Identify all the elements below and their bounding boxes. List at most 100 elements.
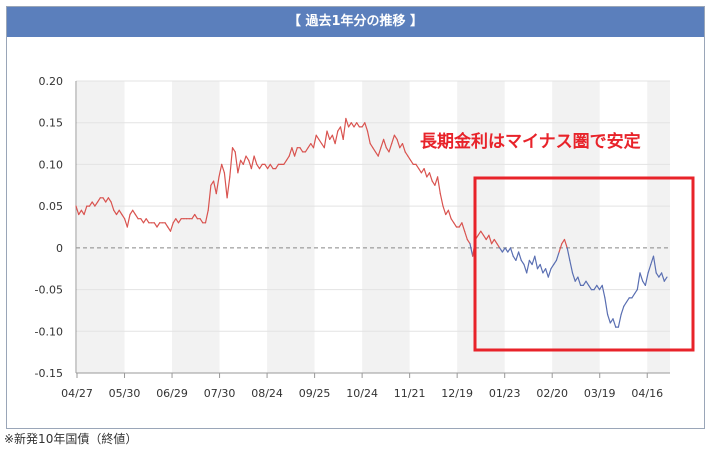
line-segment [256,163,261,170]
y-tick-label: 0.10 [39,158,64,171]
footnote: ※新発10年国債（終値） [4,432,138,446]
line-segment [204,209,209,224]
data-lines [75,117,668,328]
line-segment [399,143,404,149]
line-segment [315,134,320,140]
line-segment [123,218,128,228]
line-segment [393,134,398,140]
line-segment [231,147,236,153]
line-segment [96,197,101,203]
line-segment [415,163,420,170]
x-tick-label: 03/19 [584,387,616,400]
line-segment [612,318,617,328]
line-segment [434,176,439,186]
line-segment [80,209,85,216]
alternating-bands [77,81,670,373]
line-segment [140,218,145,224]
line-segment [331,134,336,145]
line-segment [294,147,298,157]
line-segment [364,122,369,132]
line-segment [369,143,374,149]
line-segment [118,209,123,216]
plot-band [172,81,220,373]
line-segment [102,197,107,203]
line-segment [361,122,366,128]
line-segment [342,117,347,140]
line-segment [517,251,522,261]
line-segment [353,122,358,128]
plot-band [647,81,670,373]
line-segment [250,155,255,170]
line-segment [606,314,611,324]
line-segment [199,218,204,224]
line-segment [426,172,431,178]
x-tick-label: 07/30 [204,387,236,400]
line-segment [164,222,169,228]
line-segment [536,263,541,270]
x-tick-label: 08/24 [251,387,283,400]
line-segment [604,297,609,316]
x-tick-labels: 04/27 05/30 06/29 07/30 08/24 09/25 10/24 11/21… [61,373,663,400]
plot-band [362,81,410,373]
line-segment [539,263,544,274]
line-segment [269,163,274,170]
line-segment [372,147,377,153]
line-segment [94,201,99,207]
line-segment [323,130,328,149]
axes [75,81,670,374]
line-segment [334,130,339,145]
line-segment [428,172,433,182]
line-segment [156,222,161,228]
x-tick-label: 09/25 [299,387,331,400]
line-segment [129,209,134,216]
line-segment [258,163,263,170]
line-segment [439,193,444,207]
line-segment [177,218,182,224]
line-segment [142,218,147,224]
line-segment [469,243,474,257]
line-segment [526,259,531,274]
y-tick-labels: 0.20 0.15 0.10 0.05 0 -0.05 -0.10 -0.15 [35,75,63,380]
y-tick-label: -0.15 [35,367,63,380]
line-segment [512,255,517,261]
line-segment [477,230,482,236]
line-segment [245,155,250,161]
line-segment [558,243,563,253]
line-segment [396,138,401,149]
line-segment [383,138,387,149]
line-segment [485,234,490,241]
line-segment [515,251,520,261]
line-segment [442,205,447,216]
line-segment [418,168,422,174]
line-segment [172,218,177,224]
line-segment [91,201,96,207]
line-segment [329,134,333,140]
line-segment [569,259,574,274]
plot-band [457,81,505,373]
line-segment [636,272,641,291]
line-segment [356,122,360,128]
line-segment [609,318,614,324]
y-tick-label: 0.15 [39,117,64,130]
line-segment [307,143,312,149]
line-segment [623,301,628,307]
line-segment [491,238,495,245]
line-segment [194,213,198,220]
line-segment [650,255,655,266]
x-tick-label: 04/27 [61,387,93,400]
line-segment [350,122,355,128]
line-segment [445,209,449,216]
line-segment [348,122,352,128]
line-segment [663,276,668,282]
line-segment [482,234,487,241]
line-segment [83,205,88,216]
line-segment [574,276,579,282]
line-segment [401,143,406,153]
line-segment [388,143,393,153]
line-segment [655,272,660,278]
line-segment [326,130,331,140]
line-segment [145,218,150,224]
x-tick-label: 11/21 [394,387,426,400]
line-segment [299,147,304,153]
